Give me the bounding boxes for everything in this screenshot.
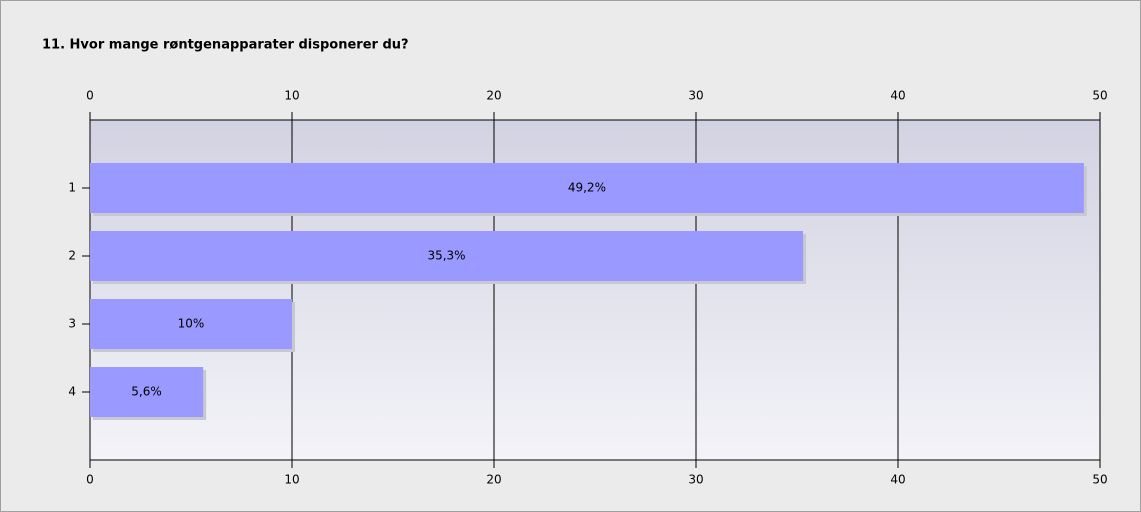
x-tick-label-bottom: 40 — [890, 473, 905, 487]
bar — [90, 367, 204, 417]
x-tick-label-top: 0 — [86, 89, 94, 103]
x-tick-label-top: 30 — [688, 89, 703, 103]
bar — [90, 163, 1084, 213]
value-label: 5,6% — [131, 385, 162, 399]
x-tick-label-bottom: 10 — [284, 473, 299, 487]
bar — [90, 299, 292, 349]
x-tick-label-bottom: 50 — [1092, 473, 1107, 487]
x-tick-label-bottom: 20 — [486, 473, 501, 487]
y-tick-label: 4 — [68, 385, 76, 399]
x-tick-label-bottom: 30 — [688, 473, 703, 487]
y-tick-label: 3 — [68, 317, 76, 331]
x-tick-label-top: 50 — [1092, 89, 1107, 103]
y-tick-label: 2 — [68, 249, 76, 263]
chart-title: 11. Hvor mange røntgenapparater disponer… — [42, 38, 409, 53]
x-tick-label-top: 20 — [486, 89, 501, 103]
value-label: 10% — [178, 317, 205, 331]
bar — [90, 231, 804, 281]
value-label: 49,2% — [568, 181, 606, 195]
x-tick-label-top: 40 — [890, 89, 905, 103]
value-label: 35,3% — [427, 249, 465, 263]
y-tick-label: 1 — [68, 181, 76, 195]
x-tick-label-top: 10 — [284, 89, 299, 103]
x-tick-label-bottom: 0 — [86, 473, 94, 487]
